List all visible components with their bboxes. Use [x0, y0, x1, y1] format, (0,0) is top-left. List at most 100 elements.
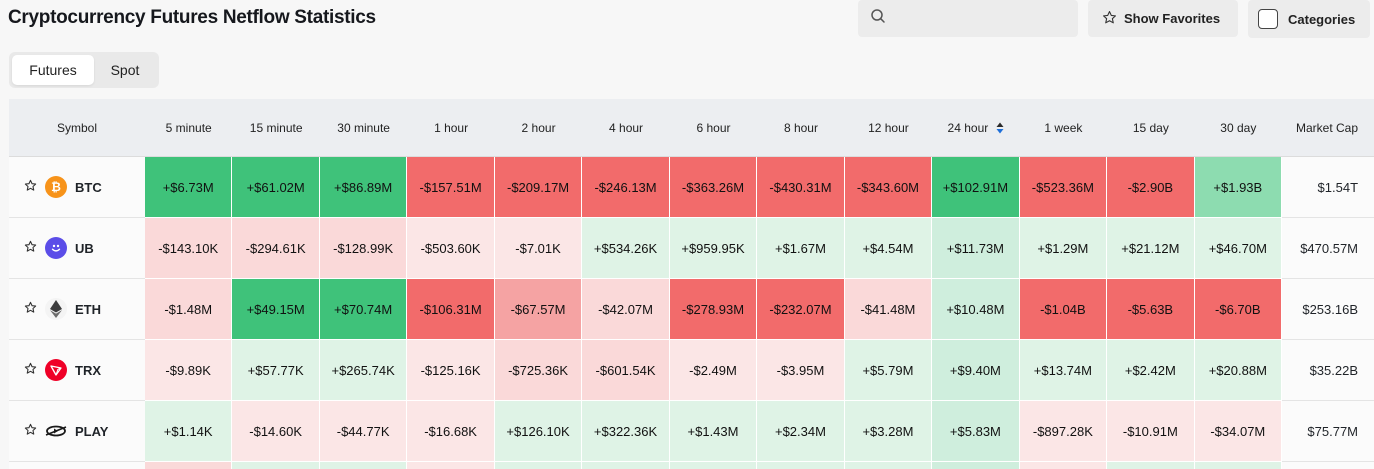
netflow-value: -$143.10K — [144, 218, 233, 279]
market-cap-value: $35.22B — [1282, 340, 1374, 401]
column-header-12h[interactable]: 12 hour — [868, 120, 909, 135]
netflow-value: -$42.07M — [582, 279, 670, 340]
symbol-label: ETH — [75, 301, 101, 317]
column-header-symbol[interactable]: Symbol — [56, 120, 97, 135]
column-header-15m[interactable]: 15 minute — [249, 120, 303, 135]
netflow-value: +$46.70M — [1194, 218, 1283, 279]
search-icon — [870, 8, 886, 29]
symbol-cell: PLAY — [9, 401, 145, 462]
column-header-market-cap[interactable]: Market Cap — [1295, 120, 1359, 135]
netflow-value: +$1.67M — [757, 218, 845, 279]
netflow-value: -$209.17M — [494, 157, 583, 218]
column-header-30m[interactable]: 30 minute — [337, 120, 390, 135]
column-header-30d[interactable]: 30 day — [1220, 120, 1257, 135]
netflow-value: -$14.60K — [232, 401, 320, 462]
netflow-value: +$61.02M — [232, 157, 320, 218]
ethereum-icon — [45, 298, 67, 320]
netflow-value: -$6.70B — [1194, 279, 1283, 340]
netflow-value: -$10.91M — [1107, 401, 1195, 462]
netflow-value: +$126.10K — [494, 401, 583, 462]
search-box[interactable] — [858, 0, 1078, 37]
column-header-1h[interactable]: 1 hour — [434, 120, 469, 135]
netflow-value: +$13.74M — [1019, 340, 1108, 401]
column-header-2h[interactable]: 2 hour — [521, 120, 556, 135]
column-header-4h[interactable]: 4 hour — [609, 120, 644, 135]
sort-arrows-icon — [996, 122, 1004, 134]
symbol-label: UB — [75, 240, 94, 256]
netflow-value: -$430.31M — [757, 157, 845, 218]
tab-futures[interactable]: Futures — [12, 55, 94, 85]
table-row[interactable]: UB -$143.10K -$294.61K -$128.99K -$503.6… — [9, 218, 1374, 279]
table-row[interactable]: TRX -$9.89K +$57.77K +$265.74K -$125.16K… — [9, 340, 1374, 401]
favorite-star-icon[interactable] — [24, 362, 37, 378]
netflow-value: +$1.14K — [144, 401, 233, 462]
table-header: Symbol 5 minute 15 minute 30 minute 1 ho… — [9, 99, 1374, 157]
show-favorites-label: Show Favorites — [1124, 11, 1221, 26]
symbol-label: PLAY — [75, 423, 109, 439]
netflow-value: -$9.89K — [144, 340, 233, 401]
tron-icon — [45, 359, 67, 381]
netflow-value: -$3.95M — [757, 340, 845, 401]
netflow-value: -$41.48M — [844, 279, 933, 340]
favorite-star-icon[interactable] — [24, 423, 37, 439]
market-cap-value: $1.54T — [1282, 157, 1374, 218]
netflow-value: +$5.83M — [932, 401, 1020, 462]
netflow-value: +$6.73M — [144, 157, 233, 218]
netflow-value: -$157.51M — [407, 157, 495, 218]
market-cap-value: $75.77M — [1282, 401, 1374, 462]
netflow-value: +$20.88M — [1194, 340, 1283, 401]
netflow-value: +$2.42M — [1107, 340, 1195, 401]
netflow-value: -$343.60M — [844, 157, 933, 218]
categories-button[interactable]: Categories — [1248, 0, 1370, 38]
table-row[interactable]: ETH -$1.48M +$49.15M +$70.74M -$106.31M … — [9, 279, 1374, 340]
netflow-table: Symbol 5 minute 15 minute 30 minute 1 ho… — [9, 99, 1374, 469]
smiley-token-icon — [45, 237, 67, 259]
netflow-value: -$7.01K — [494, 218, 583, 279]
symbol-cell: ETH — [9, 279, 145, 340]
favorite-star-icon[interactable] — [24, 240, 37, 256]
netflow-value: +$10.48M — [932, 279, 1020, 340]
column-header-1w[interactable]: 1 week — [1044, 120, 1083, 135]
netflow-value: +$1.43M — [669, 401, 758, 462]
show-favorites-button[interactable]: Show Favorites — [1088, 0, 1238, 37]
categories-label: Categories — [1288, 11, 1356, 27]
symbol-cell: ₿ BTC — [9, 157, 145, 218]
market-cap-value: $253.16B — [1282, 279, 1374, 340]
column-header-15d[interactable]: 15 day — [1132, 120, 1169, 135]
netflow-value: -$897.28K — [1019, 401, 1108, 462]
netflow-value: -$2.90B — [1107, 157, 1195, 218]
column-header-24h[interactable]: 24 hour — [932, 99, 1019, 156]
play-token-icon — [45, 420, 67, 442]
categories-checkbox[interactable] — [1258, 9, 1278, 29]
table-row[interactable]: PLAY +$1.14K -$14.60K -$44.77K -$16.68K … — [9, 401, 1374, 462]
netflow-value: -$523.36M — [1019, 157, 1108, 218]
netflow-value: +$11.73M — [932, 218, 1020, 279]
netflow-value: -$232.07M — [757, 279, 845, 340]
netflow-value: +$57.77K — [232, 340, 320, 401]
netflow-value: +$3.28M — [844, 401, 933, 462]
column-header-5m[interactable]: 5 minute — [165, 120, 212, 135]
netflow-value: -$128.99K — [319, 218, 408, 279]
column-header-6h[interactable]: 6 hour — [696, 120, 731, 135]
netflow-value: -$34.07M — [1194, 401, 1283, 462]
netflow-value: -$503.60K — [407, 218, 495, 279]
netflow-value: -$1.48M — [144, 279, 233, 340]
column-header-8h[interactable]: 8 hour — [783, 120, 818, 135]
netflow-value: -$1.04B — [1019, 279, 1108, 340]
table-row[interactable]: ₿ BTC +$6.73M +$61.02M +$86.89M -$157.51… — [9, 157, 1374, 218]
netflow-value: -$294.61K — [232, 218, 320, 279]
netflow-value: -$2.49M — [669, 340, 758, 401]
favorite-star-icon[interactable] — [24, 301, 37, 317]
tab-spot[interactable]: Spot — [110, 62, 140, 78]
market-cap-value: $470.57M — [1282, 218, 1374, 279]
netflow-value: +$49.15M — [232, 279, 320, 340]
search-input[interactable] — [894, 11, 1064, 26]
netflow-value: -$601.54K — [582, 340, 670, 401]
netflow-value: +$2.34M — [757, 401, 845, 462]
netflow-value: +$1.29M — [1019, 218, 1108, 279]
svg-text:₿: ₿ — [51, 180, 61, 194]
netflow-value: +$265.74K — [319, 340, 408, 401]
netflow-value: -$725.36K — [494, 340, 583, 401]
favorite-star-icon[interactable] — [24, 179, 37, 195]
netflow-value: -$125.16K — [407, 340, 495, 401]
